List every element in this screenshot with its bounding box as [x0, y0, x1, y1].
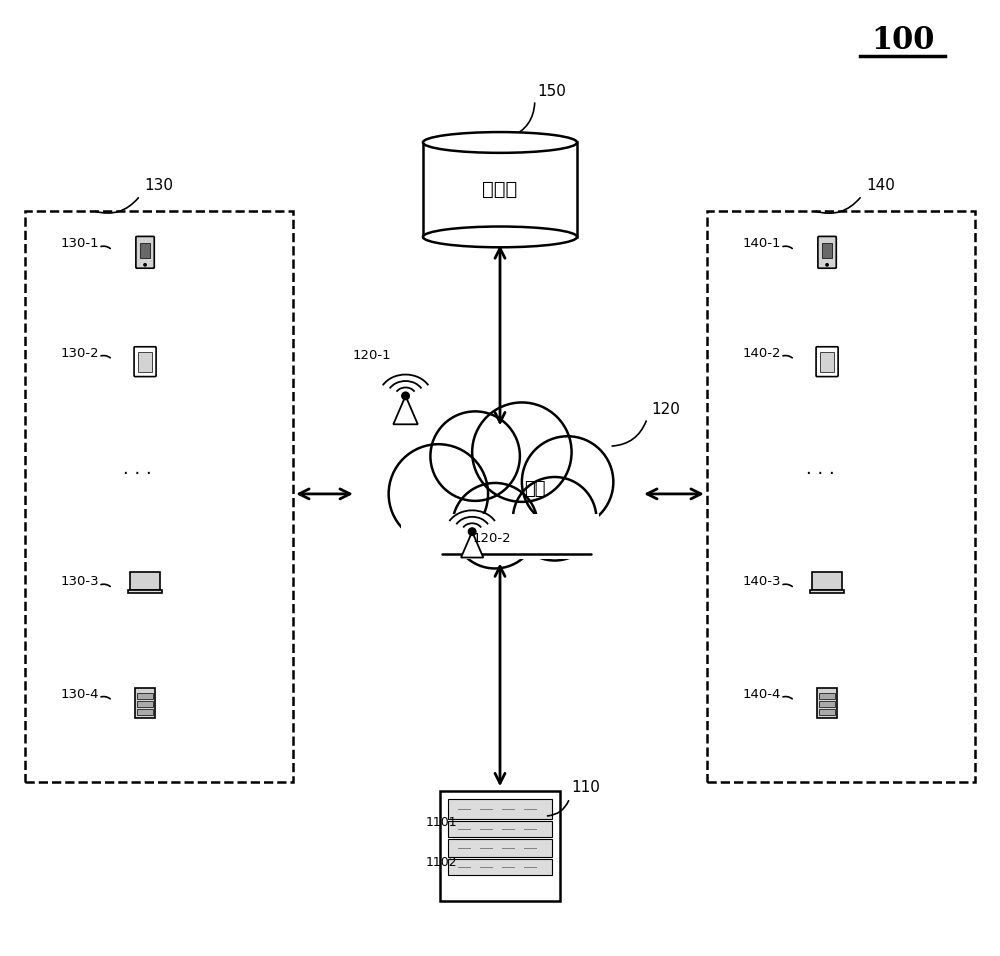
FancyBboxPatch shape [822, 243, 832, 258]
Circle shape [826, 264, 828, 266]
FancyBboxPatch shape [440, 792, 560, 901]
Text: 120-2: 120-2 [473, 532, 511, 545]
FancyBboxPatch shape [128, 591, 162, 594]
FancyBboxPatch shape [448, 839, 552, 857]
Circle shape [513, 477, 596, 560]
FancyBboxPatch shape [423, 142, 577, 237]
Text: 130-2: 130-2 [61, 347, 99, 359]
Text: 100: 100 [871, 25, 934, 56]
FancyBboxPatch shape [448, 821, 552, 836]
Text: 140-3: 140-3 [743, 576, 781, 588]
FancyBboxPatch shape [137, 709, 153, 715]
FancyBboxPatch shape [137, 693, 153, 699]
FancyBboxPatch shape [134, 347, 156, 377]
Circle shape [144, 264, 146, 266]
Text: . . .: . . . [123, 460, 151, 478]
Text: 140-2: 140-2 [743, 347, 781, 359]
Circle shape [402, 392, 409, 400]
Text: 150: 150 [538, 84, 567, 99]
Circle shape [389, 445, 488, 544]
Text: 130-4: 130-4 [61, 687, 99, 701]
Circle shape [472, 402, 572, 502]
FancyBboxPatch shape [819, 701, 835, 706]
Text: 1101: 1101 [425, 816, 457, 829]
FancyBboxPatch shape [136, 236, 154, 269]
Circle shape [452, 483, 538, 569]
FancyBboxPatch shape [140, 243, 150, 258]
Text: 1102: 1102 [425, 856, 457, 869]
Circle shape [522, 436, 613, 528]
FancyBboxPatch shape [448, 858, 552, 875]
Text: 120-1: 120-1 [353, 349, 391, 361]
Text: 130-3: 130-3 [61, 576, 99, 588]
FancyBboxPatch shape [810, 591, 844, 594]
Ellipse shape [423, 227, 577, 248]
FancyBboxPatch shape [816, 347, 838, 377]
Text: 120: 120 [651, 402, 680, 418]
Text: 110: 110 [572, 780, 600, 795]
FancyBboxPatch shape [401, 513, 599, 558]
FancyBboxPatch shape [137, 701, 153, 706]
FancyBboxPatch shape [820, 352, 834, 372]
Text: 140-1: 140-1 [743, 237, 781, 250]
FancyBboxPatch shape [812, 573, 842, 591]
Text: 网络: 网络 [524, 480, 546, 498]
Circle shape [430, 411, 520, 501]
Ellipse shape [423, 132, 577, 153]
Text: 130-1: 130-1 [61, 237, 99, 250]
FancyBboxPatch shape [448, 799, 552, 819]
Text: 140-4: 140-4 [743, 687, 781, 701]
Text: 130: 130 [144, 178, 173, 193]
FancyBboxPatch shape [819, 693, 835, 699]
Circle shape [468, 528, 476, 535]
Polygon shape [461, 532, 483, 557]
FancyBboxPatch shape [130, 573, 160, 591]
FancyBboxPatch shape [818, 236, 836, 269]
FancyBboxPatch shape [819, 709, 835, 715]
Text: . . .: . . . [806, 460, 835, 478]
FancyBboxPatch shape [138, 352, 152, 372]
FancyBboxPatch shape [817, 687, 837, 718]
Polygon shape [393, 396, 418, 424]
Text: 存储器: 存储器 [482, 180, 518, 199]
FancyBboxPatch shape [135, 687, 155, 718]
Text: 140: 140 [866, 178, 895, 193]
